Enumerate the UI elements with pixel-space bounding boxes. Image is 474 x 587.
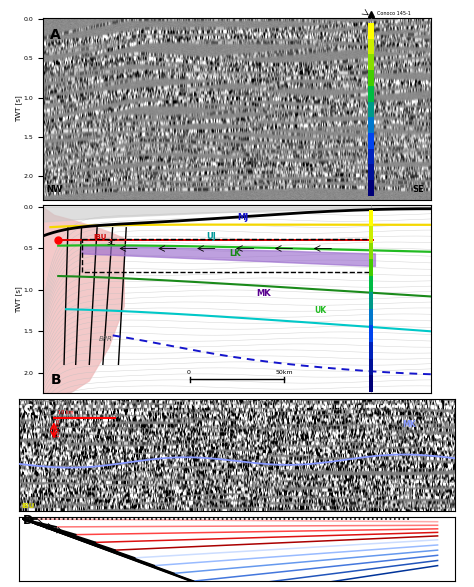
Bar — [368, 149, 374, 164]
Bar — [369, 226, 374, 242]
Bar — [368, 55, 374, 70]
Text: UK: UK — [315, 305, 327, 315]
Bar — [368, 70, 374, 86]
Text: MK: MK — [256, 289, 271, 298]
Bar — [369, 292, 374, 309]
Bar — [369, 259, 374, 276]
Text: MK: MK — [403, 420, 416, 429]
Text: B: B — [50, 373, 61, 387]
Text: A: A — [50, 28, 61, 42]
Text: Conoco 145-1: Conoco 145-1 — [377, 11, 411, 16]
Bar — [368, 86, 374, 102]
Bar — [368, 180, 374, 195]
Bar — [369, 276, 374, 292]
Bar — [368, 102, 374, 117]
Text: 3C: 3C — [107, 240, 116, 246]
Bar — [369, 359, 374, 375]
Text: 50km: 50km — [276, 370, 293, 375]
Text: IBU: IBU — [93, 234, 107, 239]
Bar — [369, 242, 374, 259]
Text: C: C — [23, 403, 32, 416]
Bar — [368, 39, 374, 55]
Bar — [368, 164, 374, 180]
Text: BPR: BPR — [99, 336, 113, 342]
Text: 0: 0 — [186, 370, 191, 375]
Bar — [368, 23, 374, 39]
Polygon shape — [43, 207, 431, 222]
Text: UJ: UJ — [206, 232, 216, 241]
Bar — [368, 133, 374, 149]
Text: NW: NW — [46, 185, 63, 194]
Bar — [369, 342, 374, 359]
Bar — [369, 309, 374, 325]
Bar — [369, 375, 374, 392]
Bar — [369, 325, 374, 342]
Bar — [368, 117, 374, 133]
Text: 10 km: 10 km — [58, 410, 74, 414]
Text: 100 ms: 100 ms — [56, 419, 61, 437]
Text: SE: SE — [412, 185, 424, 194]
Y-axis label: TWT [s]: TWT [s] — [15, 95, 22, 122]
Text: IBU: IBU — [21, 504, 35, 510]
Text: MJ: MJ — [237, 212, 248, 221]
Polygon shape — [43, 207, 124, 393]
Y-axis label: TWT [s]: TWT [s] — [15, 286, 22, 313]
Bar — [369, 210, 374, 226]
Text: LK: LK — [229, 249, 241, 258]
Bar — [82, 238, 371, 272]
Text: D: D — [23, 514, 34, 527]
